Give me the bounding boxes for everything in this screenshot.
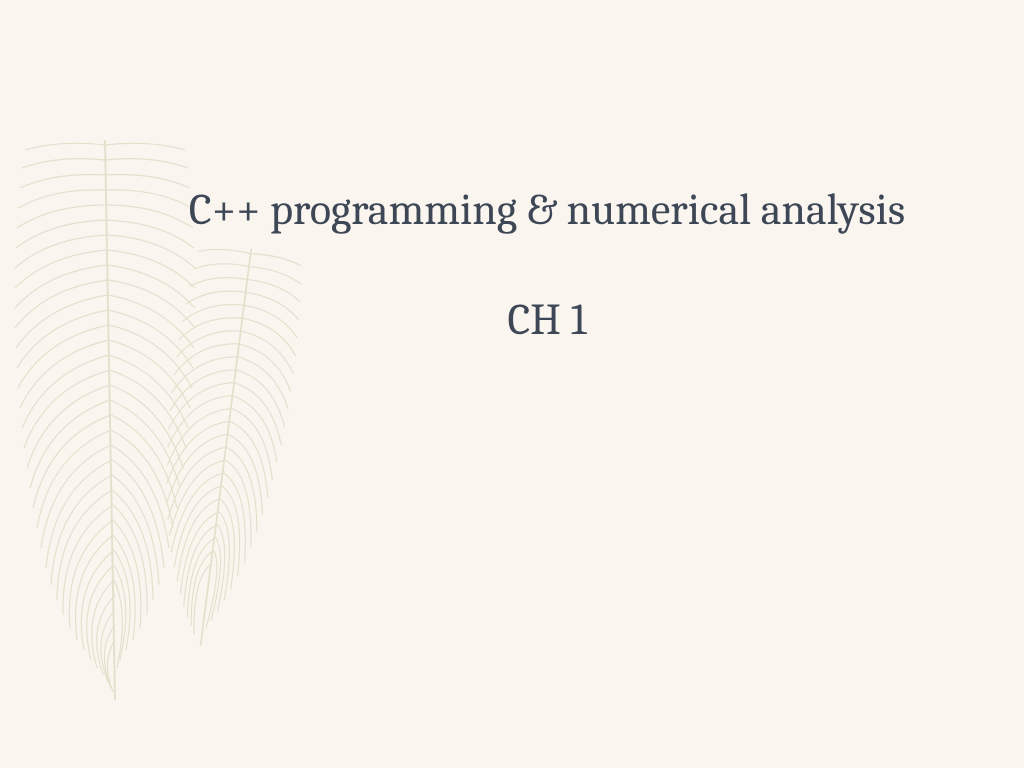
feather-decoration	[0, 60, 380, 740]
slide-content: C++ programming & numerical analysis CH …	[130, 180, 964, 345]
slide-chapter: CH 1	[130, 294, 964, 345]
slide-title: C++ programming & numerical analysis	[130, 180, 964, 239]
